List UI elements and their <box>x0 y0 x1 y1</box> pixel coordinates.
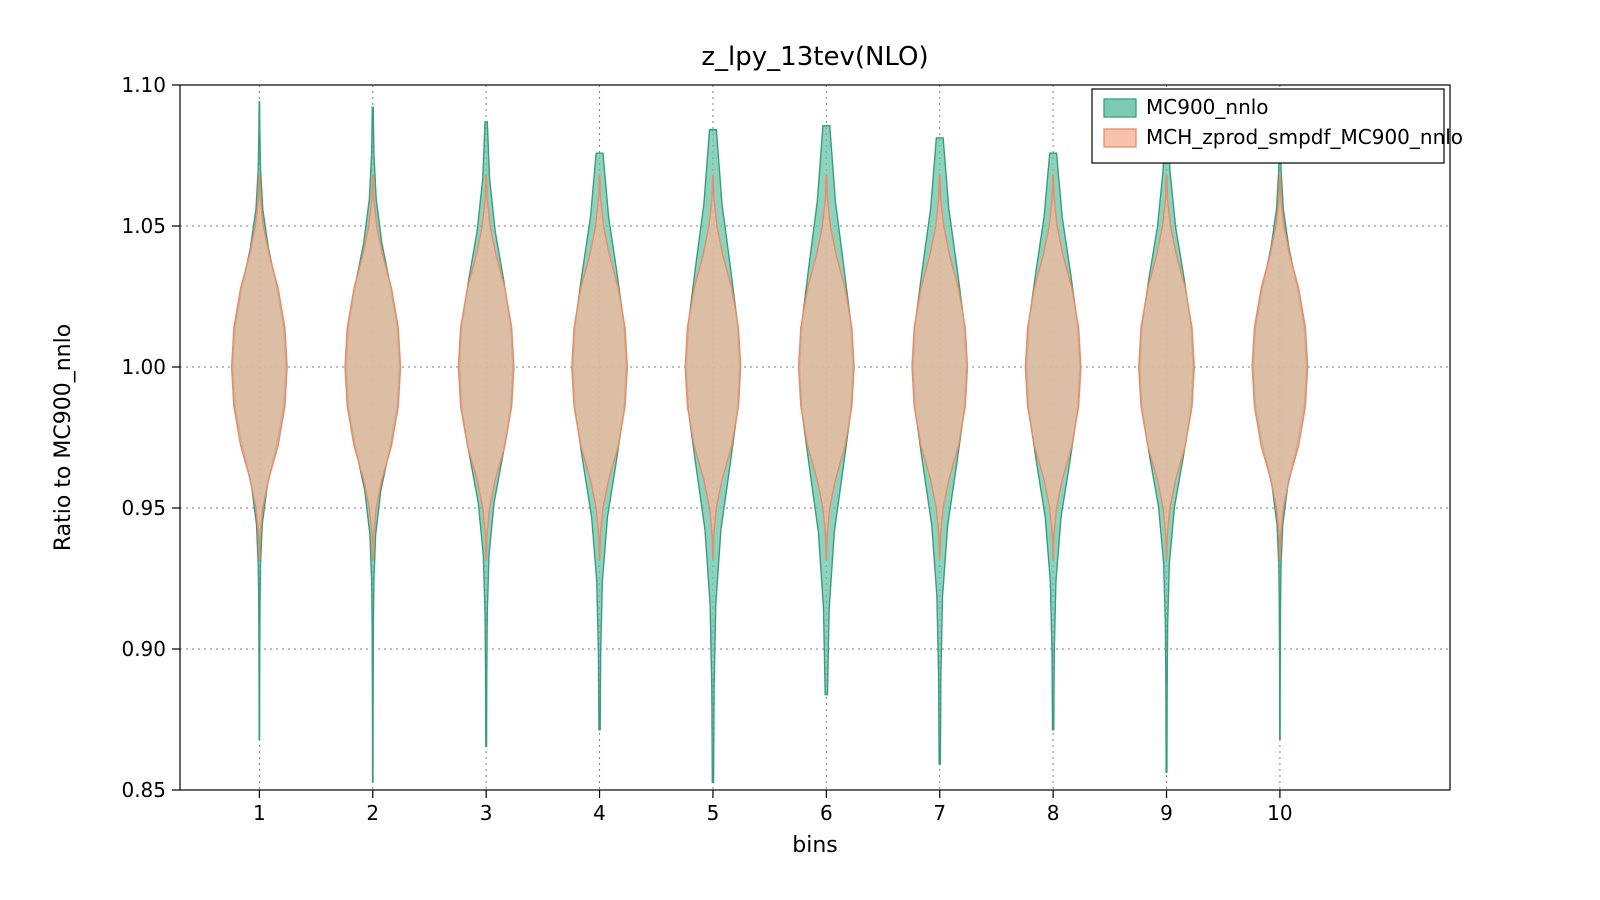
x-axis-label: bins <box>792 833 837 858</box>
violin-MCH_zprod_smpdf_MC900_nnlo-bin-7 <box>912 175 968 559</box>
ytick-label: 0.95 <box>121 496 166 520</box>
legend-swatch <box>1104 99 1136 117</box>
violin-MCH_zprod_smpdf_MC900_nnlo-bin-6 <box>799 175 855 559</box>
violin-MCH_zprod_smpdf_MC900_nnlo-bin-10 <box>1252 175 1308 559</box>
violin-MCH_zprod_smpdf_MC900_nnlo-bin-5 <box>685 175 741 559</box>
ytick-label: 1.05 <box>121 214 166 238</box>
xtick-label: 7 <box>933 801 946 825</box>
xtick-label: 6 <box>820 801 833 825</box>
xtick-label: 9 <box>1160 801 1173 825</box>
xtick-label: 4 <box>593 801 606 825</box>
ytick-label: 1.10 <box>121 73 166 97</box>
ytick-label: 0.85 <box>121 778 166 802</box>
violin-chart-svg: 0.85 0.90 0.95 1.00 1.05 1.10 1 2 3 4 5 6 7 8 9 10 z_lpy… <box>0 0 1600 900</box>
xtick-label: 1 <box>253 801 266 825</box>
ytick-label: 0.90 <box>121 637 166 661</box>
violin-MCH_zprod_smpdf_MC900_nnlo-bin-1 <box>232 175 288 559</box>
xtick-label: 10 <box>1267 801 1292 825</box>
chart-container: 0.85 0.90 0.95 1.00 1.05 1.10 1 2 3 4 5 6 7 8 9 10 z_lpy… <box>0 0 1600 900</box>
legend-item-label: MCH_zprod_smpdf_MC900_nnlo <box>1146 125 1463 149</box>
xtick-label: 8 <box>1047 801 1060 825</box>
xtick-label: 5 <box>707 801 720 825</box>
y-axis-label: Ratio to MC900_nnlo <box>51 324 76 551</box>
legend-item-label: MC900_nnlo <box>1146 95 1269 119</box>
violin-MCH_zprod_smpdf_MC900_nnlo-bin-4 <box>572 175 628 559</box>
xtick-label: 3 <box>480 801 493 825</box>
violin-MCH_zprod_smpdf_MC900_nnlo-bin-2 <box>345 175 401 559</box>
chart-title: z_lpy_13tev(NLO) <box>701 42 928 72</box>
ytick-label: 1.00 <box>121 355 166 379</box>
violin-MCH_zprod_smpdf_MC900_nnlo-bin-9 <box>1139 175 1195 559</box>
xtick-label: 2 <box>366 801 379 825</box>
legend-swatch <box>1104 129 1136 147</box>
violin-MCH_zprod_smpdf_MC900_nnlo-bin-8 <box>1025 175 1081 559</box>
legend: MC900_nnlo MCH_zprod_smpdf_MC900_nnlo <box>1092 89 1463 163</box>
violin-MCH_zprod_smpdf_MC900_nnlo-bin-3 <box>458 175 514 559</box>
